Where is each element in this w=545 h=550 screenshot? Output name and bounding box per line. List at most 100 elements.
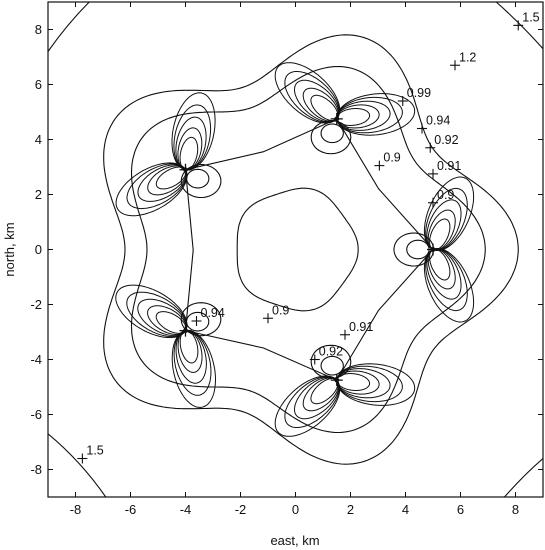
contour-label: 0.91 bbox=[437, 159, 461, 173]
contour-petal bbox=[429, 218, 451, 251]
y-tick-label: 0 bbox=[35, 242, 42, 257]
contour-petal bbox=[175, 329, 207, 384]
contour-label: 0.9 bbox=[383, 151, 400, 165]
contour-label: 0.94 bbox=[426, 114, 450, 128]
contour-label: 1.5 bbox=[522, 10, 539, 24]
contour-petal bbox=[137, 298, 187, 337]
x-tick-label: -2 bbox=[235, 502, 247, 517]
x-tick-label: -6 bbox=[125, 502, 137, 517]
y-tick-label: -6 bbox=[30, 407, 42, 422]
y-tick-label: 6 bbox=[35, 77, 42, 92]
contour-petal bbox=[336, 108, 371, 126]
contour-labels: 1.5 1.2 0.99 0.94 0.92 0.91 0.9 0.9 0.94 0.9 0.91 0… bbox=[77, 10, 540, 464]
y-tick-label: 2 bbox=[35, 187, 42, 202]
contour-label: 1.5 bbox=[86, 444, 103, 458]
y-tick-label: -4 bbox=[30, 352, 42, 367]
contour-petal bbox=[336, 368, 391, 399]
contour-label: 0.92 bbox=[319, 345, 343, 359]
contour-mid bbox=[130, 65, 486, 434]
contour-petal bbox=[310, 94, 339, 121]
contour-petal bbox=[423, 176, 475, 252]
contour-petal bbox=[294, 79, 340, 123]
contour-inner-loop bbox=[310, 344, 352, 379]
contour-petal bbox=[336, 373, 371, 391]
contour-petal bbox=[173, 329, 212, 396]
contour-petal bbox=[284, 376, 340, 428]
contour-petal bbox=[294, 376, 340, 420]
contour-petal bbox=[426, 248, 462, 300]
y-tick-label: 8 bbox=[35, 22, 42, 37]
x-tick-label: -4 bbox=[180, 502, 192, 517]
contour-outer-1-2 bbox=[103, 34, 519, 465]
contour-petal bbox=[425, 248, 468, 312]
x-tick-label: 2 bbox=[347, 502, 354, 517]
contour-petal bbox=[302, 87, 339, 122]
contour-lines bbox=[48, 2, 543, 497]
contour-petal bbox=[336, 100, 391, 131]
contour-label: 0.91 bbox=[349, 320, 373, 334]
contour-inner-loop bbox=[393, 232, 435, 267]
contour-petal bbox=[155, 311, 187, 334]
contour-corner-se bbox=[504, 458, 543, 497]
contour-petal bbox=[336, 96, 403, 134]
contour-petal bbox=[336, 104, 380, 129]
x-tick-label: 8 bbox=[512, 502, 519, 517]
contour-inner-loop bbox=[406, 239, 430, 260]
contour-corner-sw bbox=[48, 433, 107, 497]
x-tick-label: 4 bbox=[402, 502, 409, 517]
contour-petal bbox=[177, 330, 203, 373]
contour-petal bbox=[115, 284, 188, 339]
contour-petal bbox=[310, 378, 339, 405]
contour-corner-ne bbox=[495, 2, 543, 50]
contour-inner-loop bbox=[320, 123, 344, 144]
x-tick-label: 6 bbox=[457, 502, 464, 517]
y-tick-label: 4 bbox=[35, 132, 42, 147]
x-axis-label: east, km bbox=[270, 533, 319, 548]
plot-frame bbox=[47, 1, 544, 498]
contour-label: 0.9 bbox=[437, 188, 454, 202]
contour-corner-nw bbox=[48, 2, 90, 52]
x-tick-label: 0 bbox=[292, 502, 299, 517]
contour-petal bbox=[171, 329, 216, 408]
receiver-markers bbox=[179, 112, 439, 387]
contour-petal bbox=[274, 375, 341, 437]
contour-petal bbox=[274, 62, 341, 124]
contour-petal bbox=[336, 365, 403, 403]
contour-petal bbox=[175, 116, 207, 171]
contour-petal bbox=[336, 370, 380, 395]
contour-inner-loop bbox=[180, 302, 222, 337]
contour-petal bbox=[126, 291, 188, 338]
y-tick-label: -2 bbox=[30, 297, 42, 312]
contour-petal bbox=[179, 330, 199, 364]
contour-label: 0.92 bbox=[434, 133, 458, 147]
contour-petal bbox=[115, 162, 188, 217]
contour-petal bbox=[423, 247, 475, 323]
contour-petal bbox=[425, 187, 468, 251]
x-tick-label: -8 bbox=[70, 502, 82, 517]
contour-inner-loop bbox=[320, 355, 344, 376]
contour-petal bbox=[126, 163, 188, 210]
contour-petal bbox=[429, 248, 451, 281]
contour-petal bbox=[426, 199, 462, 251]
contour-petal bbox=[284, 71, 340, 123]
contour-petal bbox=[427, 248, 456, 290]
contour-petal bbox=[179, 136, 199, 171]
contour-petal bbox=[173, 104, 212, 171]
y-axis-label: north, km bbox=[2, 222, 17, 276]
contour-label: 0.94 bbox=[201, 306, 225, 320]
contour-petal bbox=[137, 164, 188, 202]
contour-petal bbox=[427, 209, 456, 251]
contour-petal bbox=[177, 127, 203, 171]
contour-pentagon bbox=[184, 118, 434, 381]
contour-label: 1.2 bbox=[459, 50, 476, 64]
y-tick-label: -8 bbox=[30, 462, 42, 477]
contour-center bbox=[236, 187, 359, 312]
contour-label: 0.9 bbox=[272, 303, 289, 317]
contour-petal bbox=[302, 377, 339, 412]
contour-inner-loop bbox=[185, 311, 210, 332]
contour-inner-loop bbox=[186, 168, 210, 189]
contour-inner-loop bbox=[310, 120, 352, 155]
contour-label: 0.99 bbox=[407, 86, 431, 100]
contour-inner-loop bbox=[180, 163, 222, 199]
